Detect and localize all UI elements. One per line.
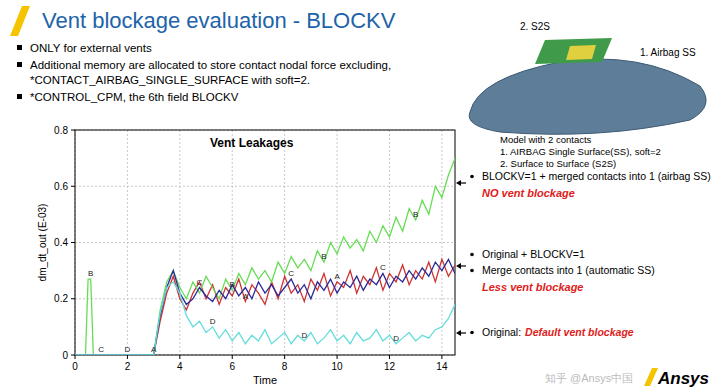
annotation-bullet [470, 269, 474, 273]
grid-line [75, 242, 455, 243]
y-tick-label: 0.6 [54, 181, 68, 192]
x-tick-label: 10 [332, 361, 344, 372]
x-tick [179, 355, 180, 359]
grid-line [232, 130, 233, 355]
model-note: Model with 2 contacts [500, 134, 592, 145]
series-line [75, 282, 455, 355]
y-tick [71, 186, 75, 187]
bullet-text: *CONTACT_AIRBAG_SINGLE_SURFACE with soft… [30, 74, 310, 86]
y-tick [71, 130, 75, 131]
y-tick [71, 242, 75, 243]
series-letter: D [125, 345, 131, 354]
chart-title: Vent Leakages [210, 136, 294, 150]
x-tick [337, 355, 338, 359]
model-note: 2. Surface to Surface (S2S) [500, 158, 616, 169]
grid-line [337, 130, 338, 355]
series-letter: B [321, 252, 326, 261]
bullet-text: *CONTROL_CPM, the 6th field BLOCKV [30, 91, 239, 103]
y-tick-label: 0.4 [54, 237, 68, 248]
series-letter: C [288, 269, 294, 278]
logo: Ansys [657, 369, 709, 388]
y-tick-label: 0.8 [54, 125, 68, 136]
grid-line [389, 130, 390, 355]
bullet-square [17, 45, 22, 50]
series-letter: D [301, 331, 307, 340]
grid-line [75, 186, 455, 187]
series-letter: D [210, 317, 216, 326]
slide: Vent blockage evaluation - BLOCKV ONLY fo… [0, 0, 720, 390]
title-slash [10, 6, 30, 36]
model-note: 1. AIRBAG Single Surface(SS), soft=2 [500, 146, 661, 157]
series-letter: C [380, 263, 386, 272]
series-letter: C [98, 345, 104, 354]
series-letter: B [88, 269, 93, 278]
annotation-emphasis: NO vent blockage [482, 187, 575, 199]
grid-line [127, 130, 128, 355]
x-tick-label: 0 [72, 361, 78, 372]
annotation-bullet [470, 175, 474, 179]
y-tick-label: 0.2 [54, 293, 68, 304]
x-tick [441, 355, 442, 359]
grid-line [284, 130, 285, 355]
series-letter: A [151, 345, 157, 354]
plot-frame [75, 130, 455, 355]
grid-line [179, 130, 180, 355]
model-label: 2. S2S [520, 21, 550, 32]
annotation-text: Original + BLOCKV=1 [482, 248, 585, 260]
s2s-plate [535, 38, 612, 64]
series-letter: B [413, 210, 418, 219]
annotation-arrowhead [456, 263, 461, 269]
x-tick [75, 355, 76, 359]
x-tick [127, 355, 128, 359]
slide-title: Vent blockage evaluation - BLOCKV [42, 8, 396, 33]
series-letter: B [230, 280, 235, 289]
annotation-emphasis: Default vent blockage [525, 326, 634, 338]
series-line [75, 259, 455, 355]
y-tick-label: 0 [62, 350, 68, 361]
model-label: 1. Airbag SS [640, 47, 696, 58]
series-group [75, 158, 455, 355]
bullet-text: Additional memory are allocated to store… [30, 59, 391, 71]
x-tick-label: 14 [436, 361, 448, 372]
x-tick-label: 2 [125, 361, 131, 372]
grid-line [441, 130, 442, 355]
annotation-bullet [470, 331, 474, 335]
annotation-text: Merge contacts into 1 (automatic SS) [482, 264, 655, 276]
annotation-arrowhead [456, 180, 461, 186]
annotation-text: Original: [482, 326, 521, 338]
logo-slash [644, 368, 658, 386]
x-tick [232, 355, 233, 359]
s2s-patch [566, 45, 596, 60]
series-letter: A [334, 272, 340, 281]
x-tick-label: 8 [282, 361, 288, 372]
grid-line [75, 298, 455, 299]
series-line [75, 158, 455, 355]
annotation-arrowhead [456, 330, 461, 336]
airbag-model [469, 59, 706, 134]
annotation-emphasis: Less vent blockage [482, 281, 584, 293]
series-letter: C [197, 278, 203, 287]
y-tick [71, 298, 75, 299]
bullet-square [17, 62, 22, 67]
annotation-text: BLOCKV=1 + merged contacts into 1 (airba… [482, 170, 711, 182]
series-letter: A [243, 292, 249, 301]
y-tick [71, 355, 75, 356]
bullet-text: ONLY for external vents [30, 42, 152, 54]
x-tick [284, 355, 285, 359]
watermark: 知乎 @Ansys中国 [545, 372, 633, 384]
series-line [75, 259, 455, 355]
y-axis-label: dm_dt_out (E-03) [37, 204, 48, 282]
x-tick-label: 4 [177, 361, 183, 372]
bullet-square [17, 94, 22, 99]
x-tick-label: 12 [384, 361, 396, 372]
series-letter: D [393, 334, 399, 343]
x-axis-label: Time [253, 374, 277, 386]
annotation-bullet [470, 253, 474, 257]
x-tick-label: 6 [229, 361, 235, 372]
x-tick [389, 355, 390, 359]
